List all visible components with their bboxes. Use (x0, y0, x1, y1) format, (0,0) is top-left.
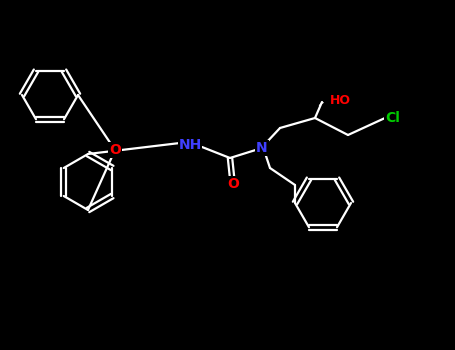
Text: NH: NH (178, 138, 202, 152)
Text: Cl: Cl (385, 111, 400, 125)
Text: N: N (256, 141, 268, 155)
Text: O: O (109, 143, 121, 157)
Text: HO: HO (330, 93, 351, 106)
Text: O: O (227, 177, 239, 191)
